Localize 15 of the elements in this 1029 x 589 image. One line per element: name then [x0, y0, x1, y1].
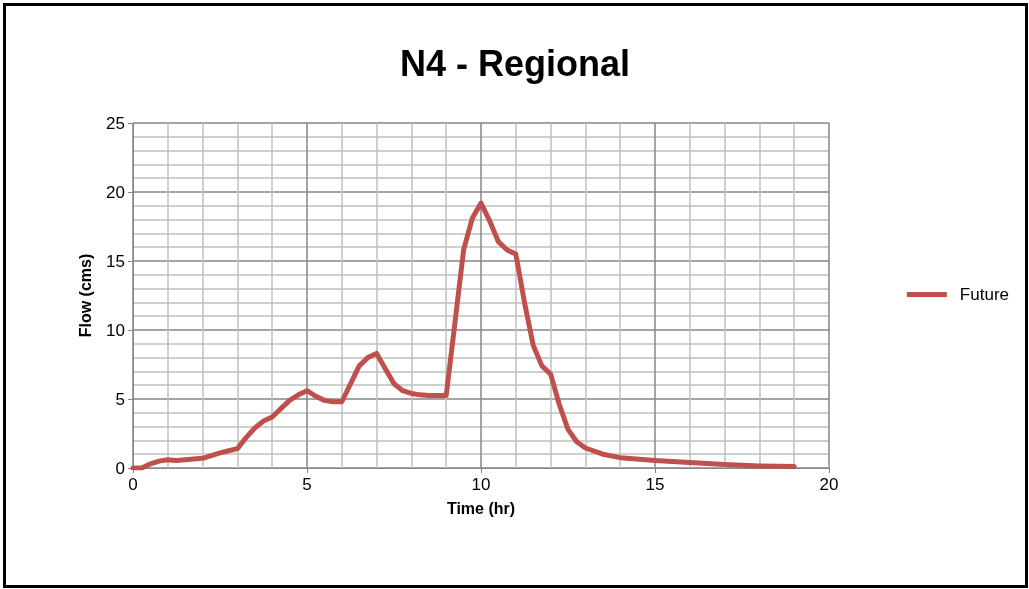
chart-title: N4 - Regional: [400, 42, 631, 84]
legend-label: Future: [959, 285, 1010, 304]
x-tick-label: 0: [128, 475, 138, 494]
x-tick-label: 10: [471, 475, 491, 494]
y-tick-label: 15: [106, 251, 125, 271]
y-tick-label: 0: [115, 458, 125, 478]
x-axis-title: Time (hr): [446, 499, 516, 517]
y-tick-label: 25: [106, 113, 125, 133]
y-tick-label: 10: [106, 320, 125, 340]
x-tick-label: 5: [302, 475, 312, 494]
y-tick-label: 5: [115, 389, 125, 409]
y-axis-title: Flow (cms): [76, 253, 94, 338]
x-tick-label: 20: [819, 475, 839, 494]
y-tick-label: 20: [106, 182, 125, 202]
x-tick-label: 15: [645, 475, 665, 494]
